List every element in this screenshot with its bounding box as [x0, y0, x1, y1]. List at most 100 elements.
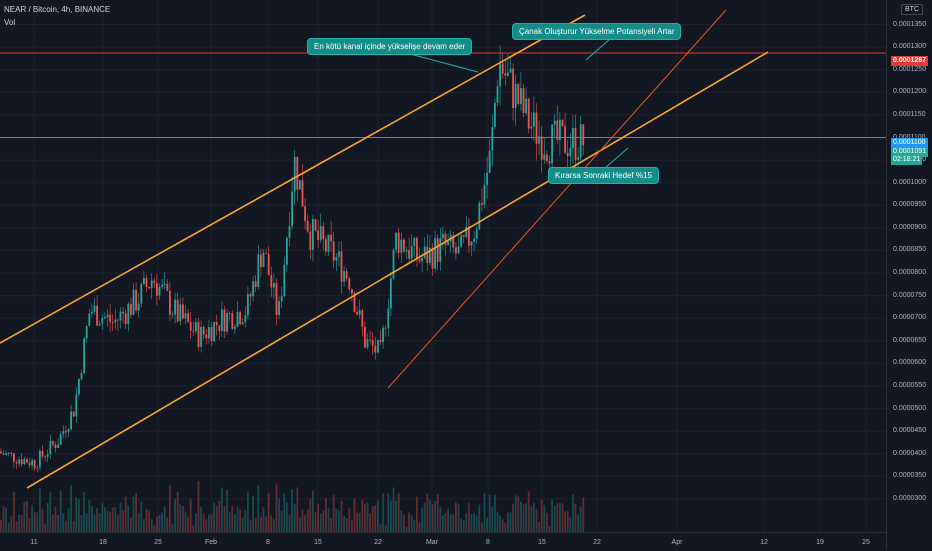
candle — [343, 265, 345, 287]
price-tick-label: 0.0001100 — [893, 133, 926, 141]
volume-bar — [182, 505, 184, 532]
candle — [483, 173, 486, 209]
volume-bar — [304, 515, 306, 532]
candle — [395, 232, 397, 253]
volume-bar — [569, 517, 572, 532]
candle — [109, 303, 111, 332]
volume-bar — [462, 520, 465, 532]
volume-bar — [127, 505, 130, 532]
volume-bar — [421, 508, 423, 532]
volume-bar — [564, 511, 566, 532]
candle — [379, 329, 382, 345]
candle — [468, 217, 470, 254]
volume-bar — [374, 505, 377, 532]
candle — [143, 270, 145, 285]
lower-channel-line[interactable] — [26, 51, 769, 489]
volume-bar — [93, 514, 96, 532]
upper-channel-line[interactable] — [0, 14, 586, 344]
candle — [280, 286, 283, 308]
candle — [195, 318, 197, 334]
callout-break-target[interactable]: Kırarsa Sonraki Hedef %15 — [548, 167, 659, 184]
candle — [182, 297, 184, 320]
candle — [572, 114, 574, 164]
volume-bar — [566, 510, 569, 532]
volume-bar — [52, 514, 54, 532]
volume-bar — [309, 499, 312, 532]
volume-bars — [0, 481, 585, 532]
rising-trend-line[interactable] — [387, 9, 727, 389]
candle — [377, 339, 379, 354]
volume-bar — [491, 506, 494, 532]
volume-bar — [418, 522, 421, 532]
price-axis[interactable] — [886, 0, 932, 550]
volume-indicator-label[interactable]: Vol — [4, 18, 16, 27]
candle — [75, 387, 78, 423]
volume-bar — [18, 514, 20, 532]
candle — [556, 105, 559, 145]
price-tick-label: 0.0000800 — [893, 269, 927, 277]
candle — [236, 301, 239, 328]
candle — [221, 300, 223, 337]
volume-bar — [28, 518, 31, 532]
volume-bar — [444, 513, 447, 532]
time-tick-label: 18 — [99, 539, 107, 546]
price-tick-label: 0.0001000 — [893, 178, 927, 186]
callout-cup-forming[interactable]: Çanak Oluşturur Yükselme Potansiyeli Art… — [512, 23, 682, 40]
volume-bar — [530, 506, 533, 532]
candle — [67, 428, 70, 438]
time-tick-label: Mar — [425, 539, 439, 546]
candle — [228, 311, 231, 321]
volume-bar — [223, 505, 226, 532]
candle — [348, 276, 351, 293]
volume-bar — [208, 514, 210, 532]
volume-bar — [98, 513, 101, 532]
candle — [369, 330, 371, 344]
volume-bar — [379, 524, 382, 532]
volume-bar — [10, 516, 13, 532]
price-tick-label: 0.0000450 — [893, 427, 927, 435]
volume-bar — [299, 517, 301, 532]
volume-bar — [533, 502, 535, 532]
volume-bar — [439, 506, 442, 532]
volume-bar — [392, 487, 395, 532]
volume-bar — [353, 498, 356, 532]
candle — [306, 213, 309, 233]
volume-bar — [364, 504, 366, 532]
candle — [540, 126, 543, 173]
volume-bar — [520, 501, 522, 532]
currency-badge[interactable]: BTC — [901, 4, 923, 15]
volume-bar — [434, 500, 436, 532]
candle — [527, 98, 530, 134]
candle — [509, 56, 512, 74]
candle — [460, 232, 462, 249]
volume-bar — [70, 485, 72, 532]
volume-bar — [429, 499, 431, 532]
candle — [384, 325, 387, 337]
time-tick-label: 19 — [816, 539, 824, 546]
volume-bar — [501, 519, 504, 532]
time-axis[interactable] — [0, 532, 886, 551]
candle — [234, 323, 236, 335]
candle — [504, 60, 507, 86]
callout-channel-worst[interactable]: En kötü kanal içinde yükselişe devam ede… — [307, 38, 473, 55]
volume-bar — [553, 505, 556, 532]
volume-bar — [143, 519, 145, 532]
candle — [130, 297, 132, 319]
time-tick-label: 25 — [862, 539, 870, 546]
volume-bar — [509, 512, 512, 532]
volume-bar — [96, 507, 98, 532]
candle — [72, 411, 75, 417]
volume-bar — [122, 510, 124, 532]
volume-bar — [132, 496, 135, 532]
candle — [322, 221, 325, 251]
candle — [296, 156, 299, 202]
volume-bar — [452, 514, 455, 532]
candle — [205, 328, 208, 345]
candle — [189, 311, 192, 339]
volume-bar — [317, 503, 319, 532]
volume-bar — [579, 506, 582, 532]
volume-bar — [473, 513, 475, 532]
symbol-title[interactable]: NEAR / Bitcoin, 4h, BINANCE — [4, 5, 111, 14]
candle — [208, 319, 210, 344]
